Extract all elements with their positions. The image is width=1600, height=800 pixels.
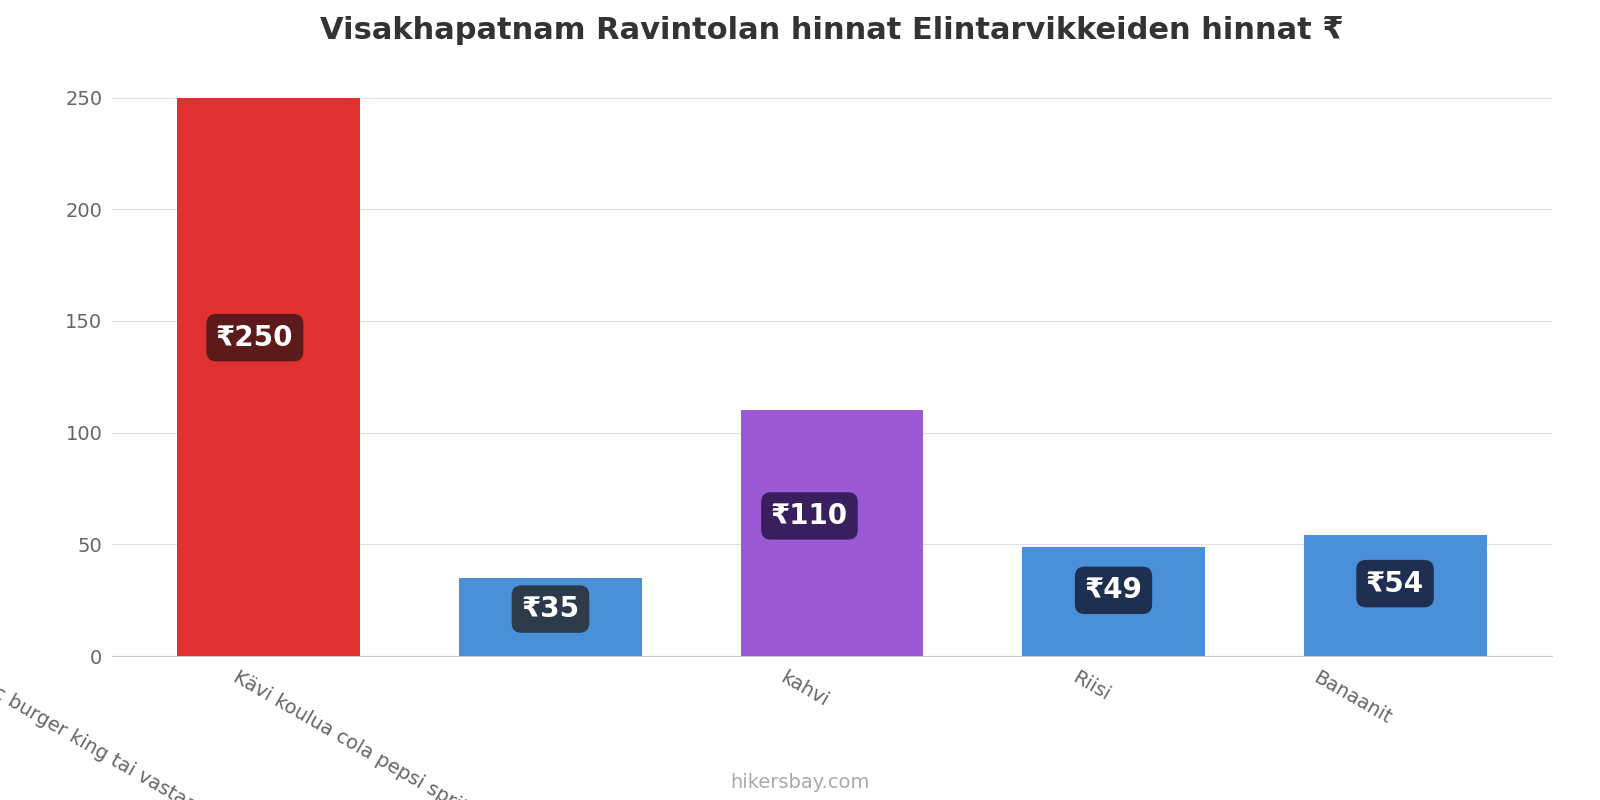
Bar <box>459 578 642 656</box>
Text: ₹54: ₹54 <box>1366 570 1424 598</box>
Bar <box>178 98 360 656</box>
Text: ₹49: ₹49 <box>1085 576 1142 604</box>
Text: ₹110: ₹110 <box>771 502 848 530</box>
Text: hikersbay.com: hikersbay.com <box>730 773 870 792</box>
Title: Visakhapatnam Ravintolan hinnat Elintarvikkeiden hinnat ₹: Visakhapatnam Ravintolan hinnat Elintarv… <box>320 16 1344 45</box>
Text: ₹35: ₹35 <box>522 595 579 623</box>
Bar <box>741 410 923 656</box>
Bar <box>1304 535 1486 656</box>
Bar <box>1022 546 1205 656</box>
Text: ₹250: ₹250 <box>216 324 294 352</box>
